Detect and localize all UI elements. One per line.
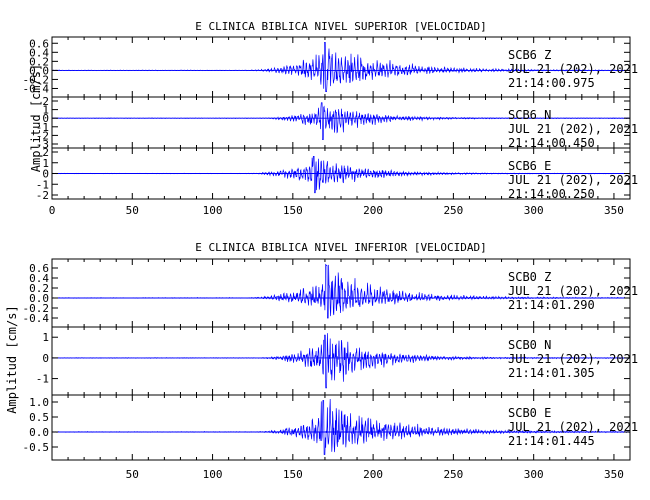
date-label: JUL 21 (202), 2021 — [508, 62, 638, 76]
y-tick-label: 0.2 — [29, 282, 49, 295]
y-tick-label: 0.4 — [29, 272, 49, 285]
x-tick-label: 150 — [283, 204, 303, 217]
y-axis-label: Amplitud [cm/s] — [29, 64, 43, 172]
y-axis-label: Amplitud [cm/s] — [5, 305, 19, 413]
y-tick-label: 1.0 — [29, 396, 49, 409]
date-label: JUL 21 (202), 2021 — [508, 284, 638, 298]
y-tick-label: -1 — [36, 373, 49, 386]
date-label: JUL 21 (202), 2021 — [508, 420, 638, 434]
time-label: 21:14:01.305 — [508, 366, 595, 380]
waveform-trace — [51, 263, 631, 319]
waveform-trace — [51, 102, 630, 141]
x-tick-label: 200 — [363, 204, 383, 217]
time-label: 21:14:00.975 — [508, 76, 595, 90]
y-tick-label: 0.6 — [29, 262, 49, 275]
y-tick-label: -2 — [36, 129, 49, 142]
station-label: SCB6 N — [508, 108, 551, 122]
x-tick-label: 250 — [443, 204, 463, 217]
x-tick-label: 300 — [524, 468, 544, 481]
y-tick-label: 2 — [42, 95, 49, 108]
time-label: 21:14:01.445 — [508, 434, 595, 448]
x-tick-label: 200 — [363, 468, 383, 481]
y-tick-label: 0.6 — [29, 37, 49, 50]
x-tick-label: 300 — [524, 204, 544, 217]
station-label: SCB6 Z — [508, 48, 551, 62]
y-tick-label: -0.5 — [23, 441, 50, 454]
station-label: SCB0 Z — [508, 270, 551, 284]
waveform-trace — [52, 42, 631, 92]
x-tick-label: 250 — [443, 468, 463, 481]
station-label: SCB0 E — [508, 406, 551, 420]
chart-title: E CLINICA BIBLICA NIVEL SUPERIOR [VELOCI… — [195, 20, 486, 33]
y-tick-label: -0.4 — [23, 82, 50, 95]
y-tick-label: 0 — [42, 112, 49, 125]
y-tick-label: 0 — [42, 352, 49, 365]
x-tick-label: 50 — [126, 468, 139, 481]
y-tick-label: 1 — [42, 331, 49, 344]
date-label: JUL 21 (202), 2021 — [508, 122, 638, 136]
y-tick-label: -0.4 — [23, 312, 50, 325]
y-tick-label: -1 — [36, 121, 49, 134]
date-label: JUL 21 (202), 2021 — [508, 352, 638, 366]
y-tick-label: -0.2 — [23, 73, 50, 86]
chart-title: E CLINICA BIBLICA NIVEL INFERIOR [VELOCI… — [195, 241, 486, 254]
y-tick-label: 0.2 — [29, 55, 49, 68]
time-label: 21:14:00.450 — [508, 136, 595, 150]
time-label: 21:14:01.290 — [508, 298, 595, 312]
y-tick-label: -3 — [36, 138, 49, 151]
y-tick-label: 0.0 — [29, 64, 49, 77]
y-tick-label: 0.0 — [29, 426, 49, 439]
waveform-trace — [51, 398, 630, 455]
date-label: JUL 21 (202), 2021 — [508, 173, 638, 187]
waveform-trace — [51, 155, 631, 194]
x-tick-label: 0 — [49, 204, 56, 217]
y-tick-label: 1 — [42, 104, 49, 117]
station-label: SCB6 E — [508, 159, 551, 173]
y-tick-label: 0.4 — [29, 46, 49, 59]
time-label: 21:14:00.250 — [508, 187, 595, 201]
x-tick-label: 50 — [126, 204, 139, 217]
x-tick-label: 100 — [203, 204, 223, 217]
waveform-trace — [51, 333, 631, 389]
y-tick-label: 2 — [42, 146, 49, 159]
y-tick-label: 0.5 — [29, 411, 49, 424]
y-tick-label: -1 — [36, 178, 49, 191]
y-tick-label: 1 — [42, 157, 49, 170]
x-tick-label: 100 — [203, 468, 223, 481]
x-tick-label: 150 — [283, 468, 303, 481]
x-tick-label: 350 — [604, 468, 624, 481]
y-tick-label: -0.2 — [23, 302, 50, 315]
station-label: SCB0 N — [508, 338, 551, 352]
y-tick-label: -2 — [36, 189, 49, 202]
x-tick-label: 350 — [604, 204, 624, 217]
y-tick-label: 0.0 — [29, 292, 49, 305]
y-tick-label: 0 — [42, 168, 49, 181]
